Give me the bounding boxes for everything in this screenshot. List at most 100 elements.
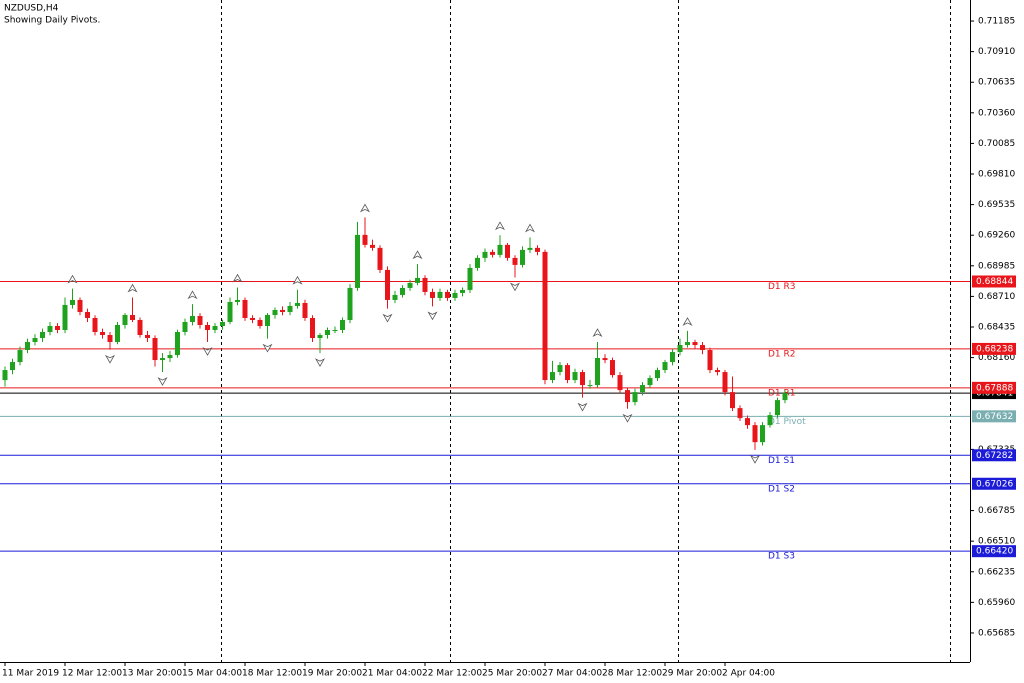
candle-body <box>625 390 630 403</box>
y-tick-label: 0.69535 <box>978 200 1015 210</box>
candle-body <box>715 370 720 373</box>
y-tick-label: 0.68985 <box>978 261 1015 271</box>
pivot-value: 0.67888 <box>976 383 1013 393</box>
candle-body <box>782 393 788 401</box>
candle-body <box>55 325 60 330</box>
candle-body <box>580 372 585 386</box>
candle-body <box>220 321 225 326</box>
candle-body <box>512 257 518 265</box>
candle-body <box>100 332 105 336</box>
candle-body <box>737 408 743 419</box>
chart-title: NZDUSD,H4 <box>4 4 59 14</box>
candle-body <box>587 385 593 387</box>
pivot-value-box <box>972 381 1016 394</box>
candle-body <box>317 335 323 339</box>
fractal-down <box>262 343 273 353</box>
x-tick-label: 19 Mar 20:00 <box>302 669 362 679</box>
fractal-up <box>127 283 138 293</box>
chart-subtitle: Showing Daily Pivots. <box>4 16 100 26</box>
fractal-down <box>622 413 633 423</box>
candle-body <box>670 352 675 363</box>
candle-body <box>407 282 413 288</box>
candle-body <box>610 360 615 376</box>
candle-body <box>677 345 683 353</box>
y-tick-label: 0.66235 <box>978 567 1015 577</box>
candle-body <box>377 247 383 270</box>
candle-body <box>197 315 203 325</box>
candle-body <box>445 291 450 298</box>
fractal-up <box>682 317 693 326</box>
fractal-down <box>104 354 116 364</box>
candle-body <box>10 362 15 371</box>
pivot-value: 0.67632 <box>976 412 1013 422</box>
candle-body <box>422 277 428 292</box>
candle-body <box>355 234 360 288</box>
y-tick-label: 0.68710 <box>978 292 1015 302</box>
candle-body <box>430 291 435 298</box>
y-tick-label: 0.66785 <box>978 506 1015 516</box>
pivot-value: 0.68238 <box>976 344 1013 354</box>
x-tick-label: 12 Mar 12:00 <box>62 669 122 679</box>
candle-body <box>167 355 173 359</box>
candle-body <box>325 329 330 336</box>
candle-body <box>212 325 218 330</box>
fractal-down <box>314 358 326 367</box>
x-tick-label: 22 Mar 12:00 <box>422 669 482 679</box>
fractal-up <box>592 328 603 337</box>
candle-body <box>385 269 390 300</box>
y-tick-label: 0.66510 <box>978 537 1015 547</box>
candle-body <box>520 249 525 265</box>
candle-body <box>122 314 128 325</box>
candle-body <box>745 418 750 426</box>
candle-body <box>640 385 645 393</box>
pivot-name: D1 S2 <box>768 484 795 494</box>
candle-body <box>760 425 765 443</box>
candle-body <box>730 392 735 409</box>
candle-body <box>145 335 150 339</box>
fractal-up <box>359 203 371 213</box>
candle-body <box>152 338 158 361</box>
pivot-value: 0.67026 <box>976 479 1013 489</box>
candle-body <box>25 342 30 351</box>
candle-body <box>572 372 578 381</box>
pivot-value-box <box>972 449 1016 462</box>
y-tick-label: 0.69810 <box>978 170 1015 180</box>
x-tick-label: 27 Mar 04:00 <box>542 669 602 679</box>
candle-body <box>347 287 353 320</box>
candle-body <box>190 315 195 322</box>
candle-body <box>17 350 23 363</box>
y-tick-label: 0.70635 <box>978 78 1015 88</box>
x-tick-label: 13 Mar 20:00 <box>122 669 182 679</box>
fractal-up <box>232 273 243 283</box>
pivot-name: D1 R1 <box>768 388 796 398</box>
period-separators <box>221 0 951 662</box>
candle-body <box>130 314 135 320</box>
candle-body <box>107 335 113 343</box>
candle-body <box>535 247 540 252</box>
fractal-down <box>577 402 588 412</box>
fractal-up <box>412 250 423 260</box>
x-tick-label: 21 Mar 04:00 <box>362 669 422 679</box>
pivot-value-box <box>972 477 1016 490</box>
y-tick-label: 0.70910 <box>978 47 1015 57</box>
x-tick-label: 25 Mar 20:00 <box>482 669 542 679</box>
candle-body <box>460 289 465 293</box>
candle-body <box>542 251 548 381</box>
fractal-down <box>382 313 393 323</box>
candle-body <box>70 299 75 305</box>
candle-body <box>392 294 398 300</box>
candle-body <box>647 378 653 386</box>
candle-body <box>332 329 338 331</box>
candle-body <box>692 342 698 346</box>
candle-body <box>557 365 563 373</box>
candle-body <box>655 370 660 379</box>
candle-body <box>92 317 98 333</box>
y-tick-label: 0.65685 <box>978 628 1015 638</box>
x-tick-label: 11 Mar 2019 <box>2 669 59 679</box>
candle-body <box>85 311 90 318</box>
candle-body <box>700 345 705 351</box>
candle-body <box>340 319 345 330</box>
candle-body <box>77 299 83 312</box>
y-tick-label: 0.70085 <box>978 139 1015 149</box>
